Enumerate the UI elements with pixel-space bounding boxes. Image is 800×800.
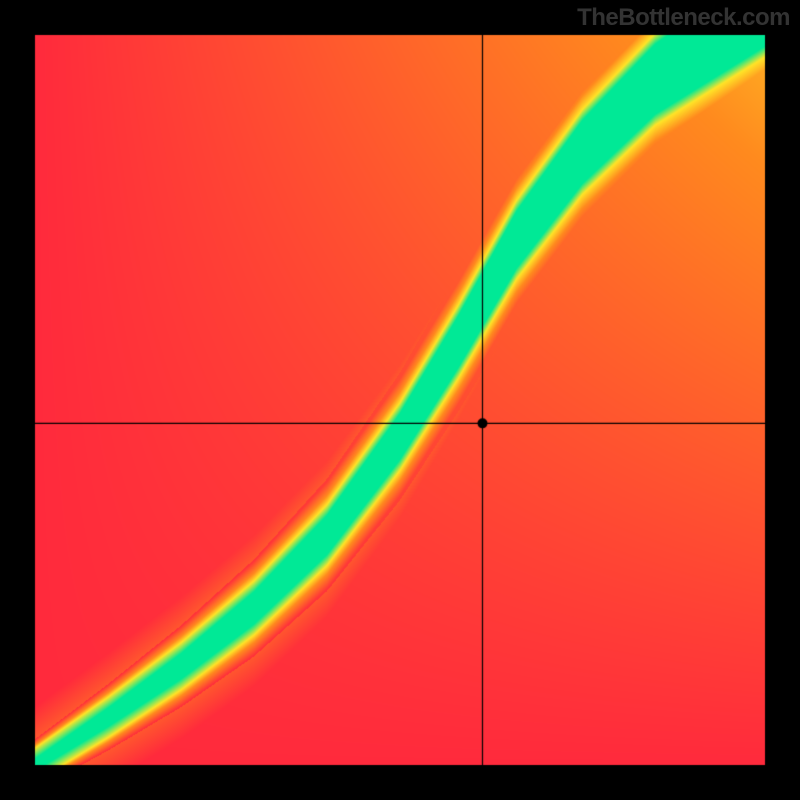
watermark-text: TheBottleneck.com xyxy=(577,4,790,32)
bottleneck-heatmap xyxy=(0,0,800,800)
